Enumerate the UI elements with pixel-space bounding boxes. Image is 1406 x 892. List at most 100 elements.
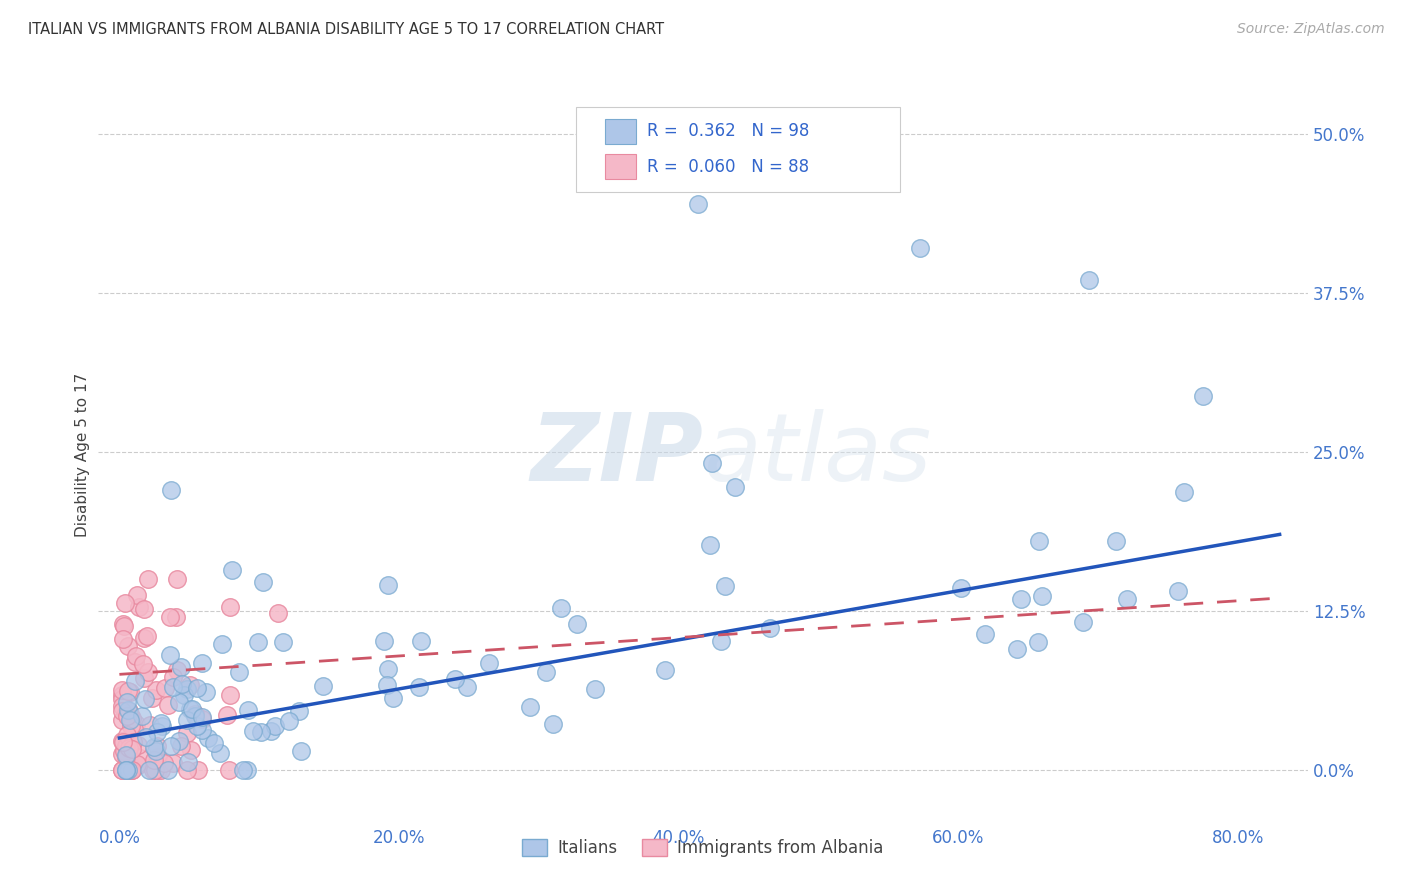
Point — [950, 582, 973, 596]
Point — [128, 599, 150, 614]
Point — [190, 712, 212, 726]
Point — [218, 599, 240, 614]
Point — [204, 736, 226, 750]
Point — [215, 708, 238, 723]
Point — [290, 743, 312, 757]
Point — [184, 709, 207, 723]
Point — [131, 708, 153, 723]
Point — [377, 662, 399, 676]
Point — [121, 763, 143, 777]
Point — [208, 746, 231, 760]
Point — [121, 711, 143, 725]
Point — [908, 241, 931, 255]
Point — [132, 602, 155, 616]
Point — [165, 609, 187, 624]
Point — [118, 758, 141, 772]
Point — [115, 763, 138, 777]
Point — [115, 708, 138, 723]
Point — [377, 578, 399, 592]
Point — [1192, 389, 1215, 403]
Point — [111, 616, 134, 631]
Point — [118, 685, 141, 699]
Point — [176, 714, 198, 728]
Point — [170, 677, 193, 691]
Point — [138, 572, 160, 586]
Point — [259, 723, 281, 738]
Point — [115, 747, 138, 762]
Text: ITALIAN VS IMMIGRANTS FROM ALBANIA DISABILITY AGE 5 TO 17 CORRELATION CHART: ITALIAN VS IMMIGRANTS FROM ALBANIA DISAB… — [28, 22, 664, 37]
Point — [118, 741, 141, 756]
Point — [159, 648, 181, 662]
Point — [1078, 273, 1101, 287]
Point — [128, 750, 150, 764]
Point — [112, 734, 135, 748]
Point — [218, 763, 240, 777]
Point — [1028, 534, 1050, 549]
Text: R =  0.362   N = 98: R = 0.362 N = 98 — [647, 122, 808, 140]
Point — [146, 763, 169, 777]
Point — [176, 726, 198, 740]
Point — [118, 763, 141, 777]
Point — [1071, 615, 1094, 629]
Point — [235, 763, 257, 777]
Point — [111, 714, 134, 728]
Point — [166, 572, 188, 586]
Point — [197, 731, 219, 746]
Point — [118, 763, 141, 777]
Point — [111, 704, 134, 718]
Point — [246, 635, 269, 649]
Point — [117, 763, 139, 777]
Text: atlas: atlas — [703, 409, 931, 500]
Point — [135, 629, 157, 643]
Point — [456, 681, 478, 695]
Point — [191, 709, 214, 723]
Point — [111, 763, 134, 777]
Point — [219, 688, 242, 702]
Point — [124, 655, 146, 669]
Point — [120, 719, 142, 733]
Point — [132, 631, 155, 645]
Text: Source: ZipAtlas.com: Source: ZipAtlas.com — [1237, 22, 1385, 37]
Point — [519, 699, 541, 714]
Point — [117, 703, 139, 717]
Point — [146, 724, 169, 739]
Point — [150, 718, 173, 732]
Point — [139, 718, 162, 732]
Point — [194, 685, 217, 699]
Point — [111, 734, 134, 748]
Point — [111, 763, 134, 777]
Point — [312, 679, 335, 693]
Point — [145, 744, 167, 758]
Point — [408, 680, 430, 694]
Point — [176, 681, 198, 696]
Point — [111, 688, 134, 702]
Point — [127, 738, 149, 752]
Point — [143, 763, 166, 777]
Point — [179, 678, 201, 692]
Point — [263, 719, 285, 733]
Point — [183, 707, 205, 722]
Point — [145, 739, 167, 753]
Point — [654, 663, 676, 677]
Point — [411, 633, 433, 648]
Point — [115, 728, 138, 742]
Point — [1010, 591, 1032, 606]
Point — [127, 758, 149, 772]
Point — [115, 749, 138, 764]
Point — [114, 763, 136, 777]
Point — [132, 671, 155, 685]
Y-axis label: Disability Age 5 to 17: Disability Age 5 to 17 — [75, 373, 90, 537]
Point — [121, 742, 143, 756]
Point — [162, 680, 184, 694]
Text: R =  0.060   N = 88: R = 0.060 N = 88 — [647, 158, 808, 176]
Point — [115, 763, 138, 777]
Point — [1173, 484, 1195, 499]
Point — [145, 683, 167, 698]
Point — [115, 695, 138, 709]
Point — [134, 692, 156, 706]
Point — [550, 601, 572, 615]
Point — [162, 756, 184, 771]
Point — [713, 579, 735, 593]
Legend: Italians, Immigrants from Albania: Italians, Immigrants from Albania — [516, 832, 890, 863]
Point — [187, 763, 209, 777]
